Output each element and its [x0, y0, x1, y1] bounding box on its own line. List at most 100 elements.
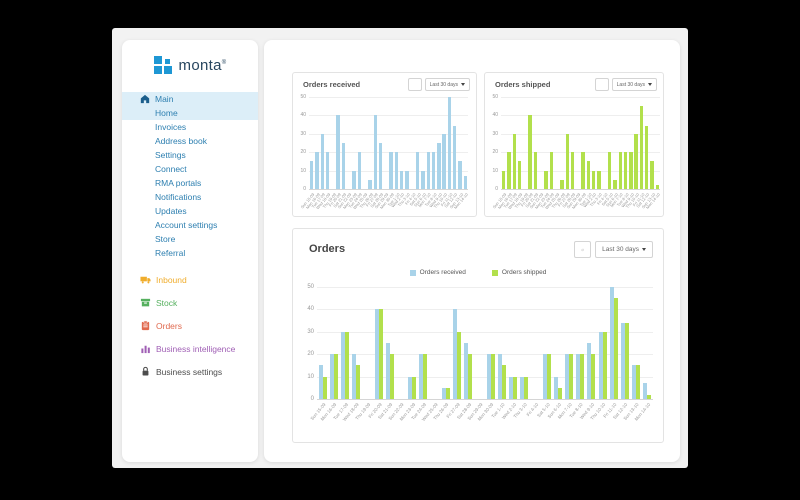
bar-orders-received [309, 161, 314, 189]
gridline [501, 152, 660, 154]
legend-swatch [409, 269, 416, 276]
bar-orders-received [437, 143, 441, 189]
bar-orders-received [453, 309, 457, 399]
gridline [317, 309, 653, 311]
legend-item: Orders received [409, 269, 466, 276]
sidebar-item-inbound[interactable]: Inbound [122, 268, 258, 291]
clipboard-icon [140, 320, 151, 331]
sidebar-item-settings[interactable]: Settings [122, 148, 258, 162]
bar-orders-received [520, 376, 525, 399]
refresh-button[interactable] [407, 78, 422, 91]
sidebar-item-main[interactable]: Main [122, 92, 258, 106]
gridline [309, 115, 468, 117]
truck-icon [140, 274, 151, 285]
bar-orders-shipped [322, 376, 327, 399]
bar-orders-shipped [581, 152, 585, 189]
bar-orders-received [325, 152, 330, 189]
bar-orders-received [368, 179, 372, 189]
home-icon [140, 94, 150, 104]
y-tick-label: 30 [307, 328, 314, 335]
chart-controls: Last 30 days [594, 78, 657, 91]
bar-orders-received [341, 331, 345, 399]
bar-orders-shipped [445, 387, 450, 399]
gridline [309, 170, 468, 172]
date-range-label: Last 30 days [429, 81, 458, 88]
bar-orders-shipped [634, 133, 638, 189]
sidebar-item-store[interactable]: Store [122, 232, 258, 246]
bar-orders-received [341, 143, 346, 189]
bar-orders-shipped [570, 152, 575, 189]
y-tick-label: 0 [495, 186, 498, 192]
monta-logo-icon [153, 56, 173, 75]
sidebar-item-rma-portals[interactable]: RMA portals [122, 176, 258, 190]
date-range-dropdown[interactable]: Last 30 days [611, 78, 657, 91]
bar-orders-received [352, 170, 356, 189]
bar-orders-received [419, 354, 424, 399]
chart-legend: Orders received Orders shipped [293, 269, 663, 276]
logo: monta® [122, 56, 258, 75]
sidebar-item-address-book[interactable]: Address book [122, 134, 258, 148]
sidebar-item-connect[interactable]: Connect [122, 162, 258, 176]
bar-orders-received [576, 354, 581, 399]
refresh-button[interactable] [594, 78, 609, 91]
bar-orders-shipped [592, 170, 596, 189]
bar-orders-shipped [629, 152, 633, 189]
sidebar-item-referral[interactable]: Referral [122, 246, 258, 260]
bar-orders-received [374, 309, 379, 399]
refresh-icon [581, 248, 584, 251]
sidebar-item-label: Invoices [155, 122, 187, 132]
box-icon [140, 297, 151, 308]
sidebar-item-label: Referral [155, 248, 186, 258]
bar-orders-received [431, 152, 436, 189]
bar-orders-shipped [655, 185, 660, 189]
sidebar-item-label: Address book [155, 136, 207, 146]
date-range-dropdown[interactable]: Last 30 days [595, 241, 653, 258]
bar-orders-received [421, 170, 425, 189]
bar-orders-received [441, 387, 446, 399]
bar-orders-received [587, 343, 592, 399]
y-tick-label: 40 [307, 306, 314, 313]
sidebar-item-stock[interactable]: Stock [122, 291, 258, 314]
sidebar-item-label: Updates [155, 206, 187, 216]
sidebar-item-business-intelligence[interactable]: Business intelligence [122, 337, 258, 360]
bar-orders-shipped [623, 152, 628, 189]
bar-orders-shipped [389, 354, 394, 399]
sidebar-item-home[interactable]: Home [122, 106, 258, 120]
sidebar-item-invoices[interactable]: Invoices [122, 120, 258, 134]
sidebar-item-account-settings[interactable]: Account settings [122, 218, 258, 232]
date-range-label: Last 30 days [602, 246, 639, 253]
y-tick-label: 20 [492, 149, 498, 156]
gridline [501, 170, 660, 172]
sidebar-item-label: Business settings [156, 366, 223, 377]
y-tick-label: 50 [492, 94, 498, 100]
chart-title: Orders received [303, 80, 361, 89]
sidebar: monta® Main Home Invoices Address book Sett… [122, 40, 258, 462]
sidebar-item-notifications[interactable]: Notifications [122, 190, 258, 204]
sidebar-item-label: Settings [155, 150, 186, 160]
sidebar-item-orders[interactable]: Orders [122, 314, 258, 337]
bar-orders-shipped [586, 161, 591, 189]
date-range-dropdown[interactable]: Last 30 days [424, 78, 470, 91]
sidebar-item-label: Notifications [155, 192, 202, 202]
lock-icon [140, 366, 151, 377]
chart-title: Orders shipped [495, 80, 551, 89]
bar-orders-shipped [345, 331, 349, 399]
sidebar-item-label: Business intelligence [156, 343, 236, 354]
bar-orders-shipped [625, 322, 629, 399]
bar-chart-icon [140, 343, 151, 354]
sidebar-item-label: Account settings [155, 220, 218, 230]
sidebar-item-label: Main [155, 94, 174, 104]
legend-label: Orders shipped [501, 269, 547, 276]
refresh-button[interactable] [574, 241, 592, 258]
bar-orders-received [643, 383, 648, 399]
sidebar-item-updates[interactable]: Updates [122, 204, 258, 218]
legend-swatch [491, 269, 498, 276]
chevron-down-icon [642, 248, 646, 251]
app-window: monta® Main Home Invoices Address book Sett… [112, 28, 688, 468]
y-tick-label: 0 [303, 186, 306, 192]
bar-orders-received [509, 376, 513, 399]
bar-orders-shipped [557, 387, 562, 399]
sidebar-item-business-settings[interactable]: Business settings [122, 360, 258, 383]
bar-orders-shipped [533, 152, 538, 189]
bar-orders-received [632, 365, 637, 399]
